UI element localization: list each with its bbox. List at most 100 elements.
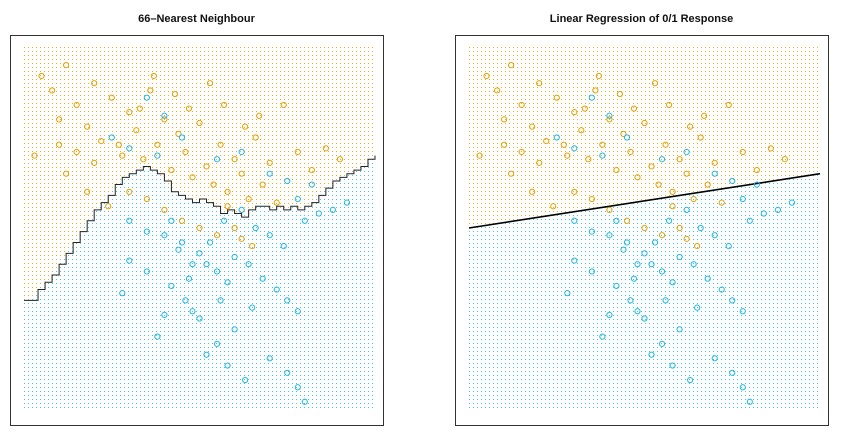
grid-dot [116, 199, 117, 200]
grid-dot [196, 347, 197, 348]
grid-dot [80, 95, 81, 96]
grid-dot [68, 343, 69, 344]
grid-dot [192, 375, 193, 376]
grid-dot [132, 235, 133, 236]
grid-dot [124, 299, 125, 300]
grid-dot [120, 199, 121, 200]
grid-dot [156, 375, 157, 376]
grid-dot [240, 343, 241, 344]
grid-dot [140, 247, 141, 248]
grid-dot [168, 315, 169, 316]
grid-dot [152, 87, 153, 88]
grid-dot [240, 311, 241, 312]
grid-dot [132, 323, 133, 324]
grid-dot [84, 95, 85, 96]
grid-dot [136, 335, 137, 336]
grid-dot [164, 131, 165, 132]
grid-dot [136, 111, 137, 112]
grid-dot [164, 103, 165, 104]
grid-dot [104, 171, 105, 172]
grid-dot [184, 99, 185, 100]
grid-dot [88, 159, 89, 160]
grid-dot [228, 311, 229, 312]
grid-dot [136, 47, 137, 48]
grid-dot [112, 219, 113, 220]
grid-dot [228, 151, 229, 152]
grid-dot [28, 91, 29, 92]
grid-dot [156, 331, 157, 332]
grid-dot [224, 363, 225, 364]
grid-dot [32, 143, 33, 144]
grid-dot [140, 107, 141, 108]
grid-dot [88, 147, 89, 148]
grid-dot [184, 351, 185, 352]
grid-dot [164, 319, 165, 320]
grid-dot [228, 315, 229, 316]
grid-dot [224, 359, 225, 360]
grid-dot [64, 279, 65, 280]
grid-dot [236, 103, 237, 104]
grid-dot [24, 375, 25, 376]
grid-dot [196, 387, 197, 388]
grid-dot [48, 263, 49, 264]
grid-dot [128, 351, 129, 352]
grid-dot [144, 395, 145, 396]
grid-dot [96, 379, 97, 380]
grid-dot [72, 59, 73, 60]
grid-dot [140, 343, 141, 344]
grid-dot [28, 291, 29, 292]
grid-dot [228, 135, 229, 136]
grid-dot [28, 143, 29, 144]
grid-dot [68, 127, 69, 128]
grid-dot [120, 283, 121, 284]
grid-dot [188, 355, 189, 356]
grid-dot [232, 123, 233, 124]
grid-dot [192, 307, 193, 308]
grid-dot [132, 139, 133, 140]
grid-dot [140, 303, 141, 304]
grid-dot [100, 187, 101, 188]
grid-dot [168, 171, 169, 172]
grid-dot [132, 267, 133, 268]
grid-dot [56, 283, 57, 284]
grid-dot [36, 387, 37, 388]
grid-dot [120, 359, 121, 360]
grid-dot [140, 147, 141, 148]
grid-dot [84, 59, 85, 60]
grid-dot [112, 375, 113, 376]
grid-dot [148, 259, 149, 260]
grid-dot [152, 55, 153, 56]
grid-dot [240, 75, 241, 76]
grid-dot [148, 115, 149, 116]
grid-dot [36, 307, 37, 308]
grid-dot [72, 267, 73, 268]
grid-dot [232, 95, 233, 96]
grid-dot [116, 375, 117, 376]
grid-dot [144, 135, 145, 136]
grid-dot [172, 275, 173, 276]
grid-dot [144, 343, 145, 344]
grid-dot [68, 251, 69, 252]
grid-dot [164, 191, 165, 192]
grid-dot [116, 327, 117, 328]
grid-dot [128, 155, 129, 156]
grid-dot [96, 71, 97, 72]
grid-dot [32, 343, 33, 344]
grid-dot [28, 387, 29, 388]
grid-dot [84, 339, 85, 340]
grid-dot [148, 235, 149, 236]
grid-dot [208, 127, 209, 128]
grid-dot [92, 375, 93, 376]
grid-dot [188, 103, 189, 104]
grid-dot [216, 307, 217, 308]
grid-dot [68, 219, 69, 220]
grid-dot [36, 203, 37, 204]
grid-dot [204, 51, 205, 52]
grid-dot [240, 359, 241, 360]
grid-dot [224, 303, 225, 304]
grid-dot [124, 139, 125, 140]
grid-dot [148, 59, 149, 60]
grid-dot [88, 399, 89, 400]
grid-dot [84, 311, 85, 312]
grid-dot [60, 359, 61, 360]
